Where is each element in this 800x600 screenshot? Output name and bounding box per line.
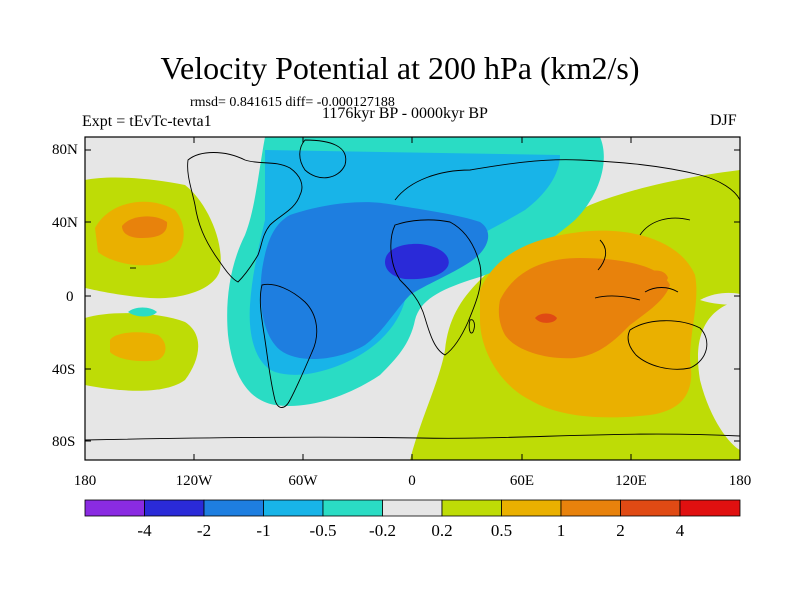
experiment-label: Expt = tEvTc-tevta1 <box>82 113 212 130</box>
colorbar-label-6: 0.5 <box>491 521 512 540</box>
colorbar-box-7 <box>501 499 562 517</box>
figure-title: Velocity Potential at 200 hPa (km2/s) <box>160 50 640 86</box>
africa-core-min <box>385 243 449 280</box>
coastlines <box>85 139 740 441</box>
south-america-coast <box>259 283 318 408</box>
y-tick-0: 0 <box>66 289 74 305</box>
colorbar-label-2: -1 <box>256 521 270 540</box>
x-tick-60w: 60W <box>288 473 318 489</box>
colorbar-label-5: 0.2 <box>431 521 452 540</box>
colorbar-label-1: -2 <box>197 521 211 540</box>
colorbar-label-0: -4 <box>137 521 152 540</box>
colorbar-box-6 <box>441 499 502 517</box>
north-pacific-max <box>122 216 168 238</box>
colorbar-box-8 <box>560 499 621 517</box>
period-text: 1176kyr BP - 0000kyr BP <box>322 105 488 122</box>
stats-text: rmsd= 0.841615 diff= -0.000127188 <box>190 95 395 110</box>
colorbar-box-2 <box>203 499 264 517</box>
colorbar-box-10 <box>679 499 741 517</box>
x-axis-ticks <box>84 137 741 460</box>
colorbar-box-4 <box>322 499 383 517</box>
colorbar-labels: -4 -2 -1 -0.5 -0.2 0.2 0.5 1 2 4 <box>137 521 684 540</box>
x-tick-60e: 60E <box>510 473 534 489</box>
colorbar-label-9: 4 <box>676 521 685 540</box>
y-axis-ticks <box>85 149 740 442</box>
season-label: DJF <box>710 112 737 129</box>
colorbar-box-3 <box>263 499 324 517</box>
colorbar-box-5 <box>382 499 443 517</box>
maritime-continent-blip <box>640 270 668 288</box>
y-tick-80n: 80N <box>52 142 78 158</box>
south-pacific-positive <box>110 332 166 362</box>
indonesia-coast <box>594 287 679 301</box>
greenland-coast <box>299 139 347 179</box>
africa-coast <box>390 219 482 356</box>
colorbar-box-1 <box>144 499 205 517</box>
antarctica-coast <box>85 433 740 441</box>
colorbar-label-8: 2 <box>616 521 625 540</box>
x-tick-120e: 120E <box>615 473 647 489</box>
colorbar-label-7: 1 <box>557 521 566 540</box>
y-tick-40s: 40S <box>52 362 75 378</box>
y-tick-80s: 80S <box>52 434 75 450</box>
x-tick-120w: 120W <box>176 473 214 489</box>
madagascar-coast <box>468 319 475 334</box>
x-tick-0: 0 <box>408 473 416 489</box>
colorbar-label-3: -0.5 <box>310 521 337 540</box>
europe-edge-positive <box>700 172 740 235</box>
pacific-blip <box>128 307 157 317</box>
indo-pacific-positive-2 <box>498 258 670 359</box>
north-america-coast <box>187 152 303 283</box>
europe-asia-coast <box>394 159 740 271</box>
colorbar <box>84 499 741 517</box>
far-east-pacific-neutral <box>700 292 740 305</box>
australia-coast <box>627 320 708 370</box>
colorbar-box-9 <box>620 499 681 517</box>
indian-ocean-max <box>535 313 557 323</box>
y-tick-40n: 40N <box>52 215 78 231</box>
colorbar-label-4: -0.2 <box>369 521 396 540</box>
x-tick-180w: 180 <box>74 473 97 489</box>
contour-field <box>85 137 740 460</box>
colorbar-box-0 <box>84 499 145 517</box>
x-tick-180e: 180 <box>729 473 752 489</box>
atlantic-africa-negative-3 <box>260 202 489 360</box>
